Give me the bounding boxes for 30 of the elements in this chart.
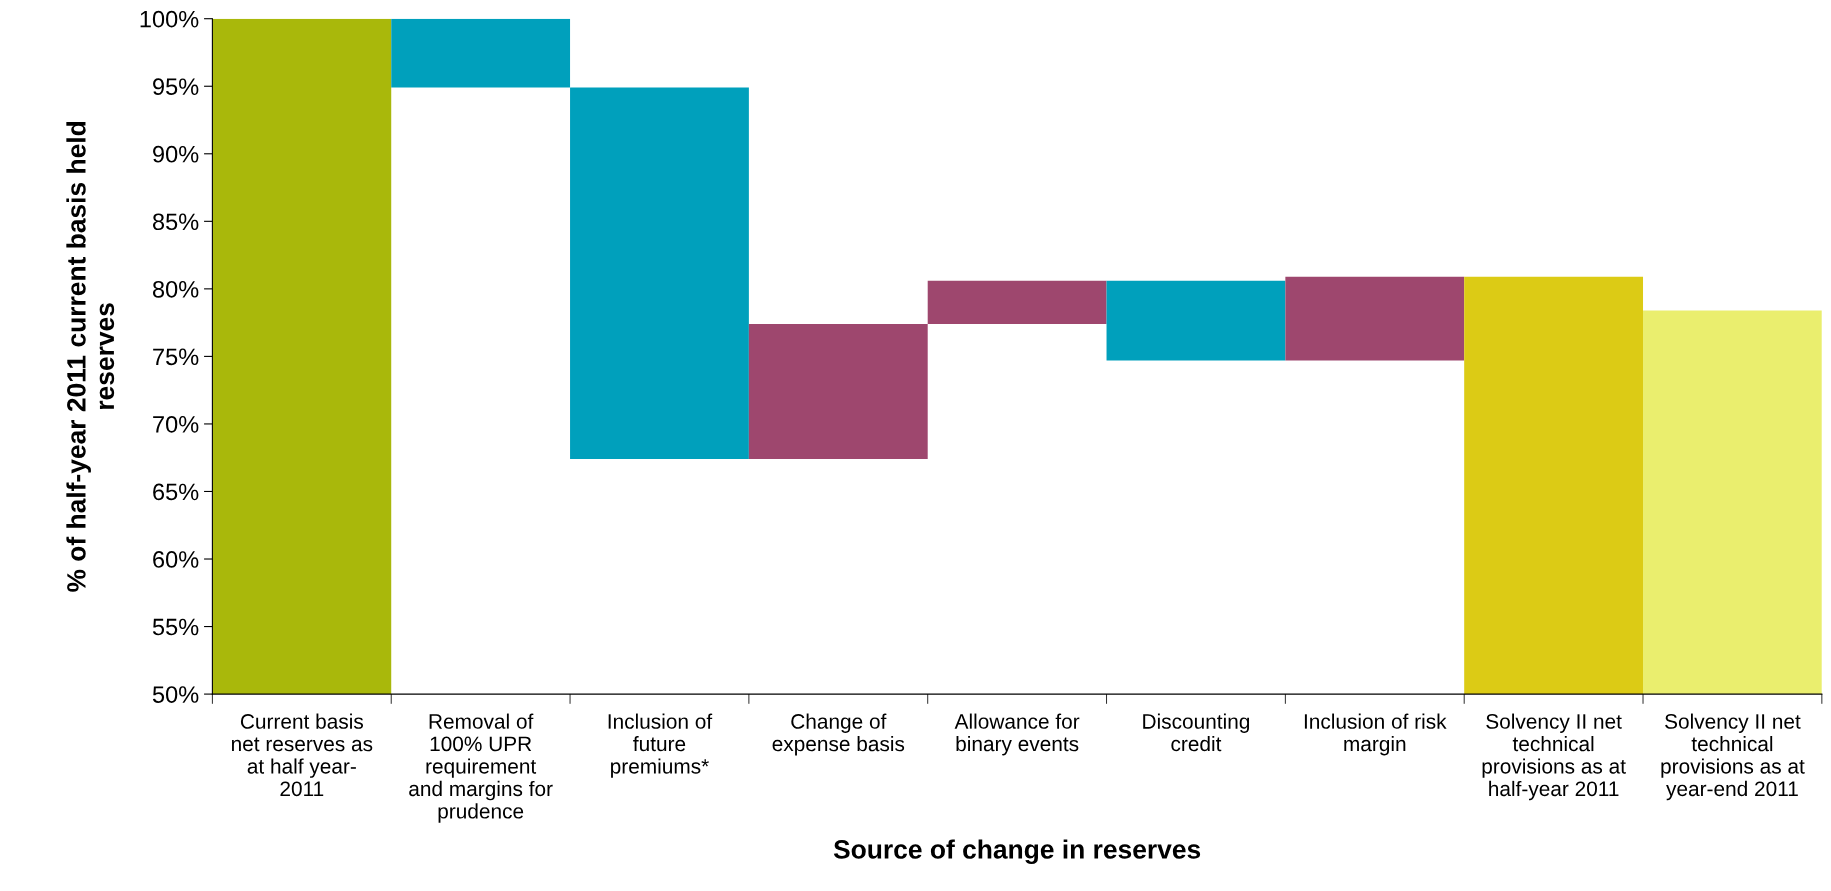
bar [570, 87, 749, 460]
bar [1643, 310, 1822, 695]
x-tick-label: Inclusion of future premiums* [608, 713, 713, 778]
bar [391, 18, 571, 88]
bar [1285, 276, 1465, 361]
x-tick-label: Discounting credit [1143, 713, 1250, 752]
bar [1464, 276, 1644, 695]
y-tick-label: 65% [153, 483, 199, 501]
bar [1106, 280, 1286, 361]
x-tick-label: Solvency II net technical provisions as at half-year 2011 [1482, 713, 1626, 801]
y-tick-label: 50% [152, 686, 199, 703]
y-tick-label: 80% [152, 280, 199, 298]
x-tick-label: Removal of 100% UPR requirement and margins for prudence [409, 713, 553, 823]
y-tick-label: 70% [153, 416, 199, 433]
y-tick-label: 95% [153, 78, 199, 96]
y-tick-label: 85% [152, 213, 199, 231]
x-tick-label: Change of expense basis [772, 713, 905, 756]
x-tick-label: Inclusion of risk margin [1304, 713, 1447, 756]
x-axis-title: Source of change in reserves [833, 839, 1201, 865]
y-tick-label: 55% [152, 618, 199, 636]
y-tick-label: 60% [153, 551, 199, 568]
y-tick-label: 90% [153, 145, 199, 163]
y-tick-label: 100% [140, 10, 199, 28]
y-axis-title: % of half-year 2011 current basis held reserves [66, 121, 115, 592]
x-tick-label: Solvency II net technical provisions as at year-end 2011 [1661, 713, 1805, 801]
x-tick-label: Allowance for binary events [954, 713, 1080, 756]
bar [748, 323, 928, 460]
bar [927, 280, 1107, 324]
y-tick-label: 75% [153, 348, 199, 366]
x-tick-label: Current basis net reserves as at half year- 2011 [231, 713, 373, 797]
